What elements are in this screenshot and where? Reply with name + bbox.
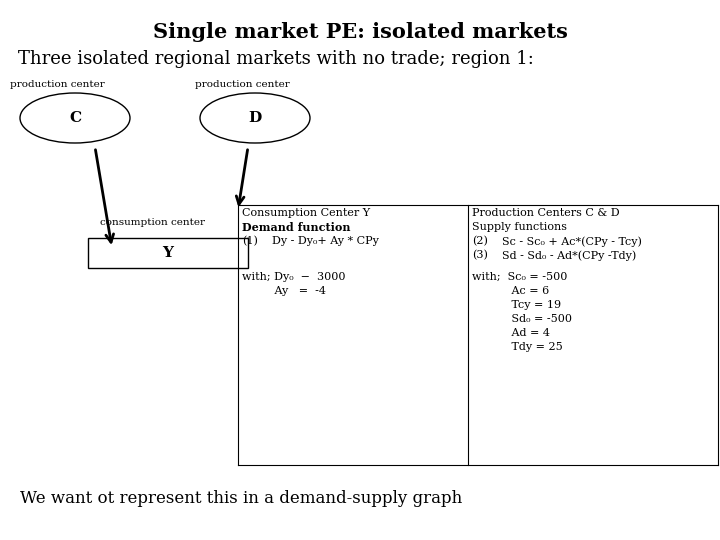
- Text: with; Dy₀  −  3000: with; Dy₀ − 3000: [242, 272, 346, 282]
- Text: (3): (3): [472, 250, 488, 260]
- Text: Consumption Center Y: Consumption Center Y: [242, 208, 370, 218]
- Text: (2): (2): [472, 236, 488, 246]
- Text: Three isolated regional markets with no trade; region 1:: Three isolated regional markets with no …: [18, 50, 534, 68]
- Text: C: C: [69, 111, 81, 125]
- Text: Tdy = 25: Tdy = 25: [487, 342, 563, 352]
- Text: Ac = 6: Ac = 6: [487, 286, 549, 296]
- Text: Sd₀ = -500: Sd₀ = -500: [487, 314, 572, 324]
- Text: with;  Sc₀ = -500: with; Sc₀ = -500: [472, 272, 567, 282]
- Text: Tcy = 19: Tcy = 19: [487, 300, 561, 310]
- Text: We want ot represent this in a demand-supply graph: We want ot represent this in a demand-su…: [20, 490, 462, 507]
- Text: Sd - Sd₀ - Ad*(CPy -Tdy): Sd - Sd₀ - Ad*(CPy -Tdy): [502, 250, 636, 261]
- Text: D: D: [248, 111, 261, 125]
- Text: Supply functions: Supply functions: [472, 222, 567, 232]
- Text: production center: production center: [10, 80, 104, 89]
- Text: Y: Y: [163, 246, 174, 260]
- Text: (1): (1): [242, 236, 258, 246]
- Text: consumption center: consumption center: [100, 218, 205, 227]
- Text: Sc - Sc₀ + Ac*(CPy - Tcy): Sc - Sc₀ + Ac*(CPy - Tcy): [502, 236, 642, 247]
- Text: production center: production center: [195, 80, 289, 89]
- Text: Demand function: Demand function: [242, 222, 351, 233]
- Text: Dy - Dy₀+ Ay * CPy: Dy - Dy₀+ Ay * CPy: [272, 236, 379, 246]
- Text: Ay   =  -4: Ay = -4: [257, 286, 326, 296]
- Text: Production Centers C & D: Production Centers C & D: [472, 208, 620, 218]
- Text: Single market PE: isolated markets: Single market PE: isolated markets: [153, 22, 567, 42]
- Text: Ad = 4: Ad = 4: [487, 328, 550, 338]
